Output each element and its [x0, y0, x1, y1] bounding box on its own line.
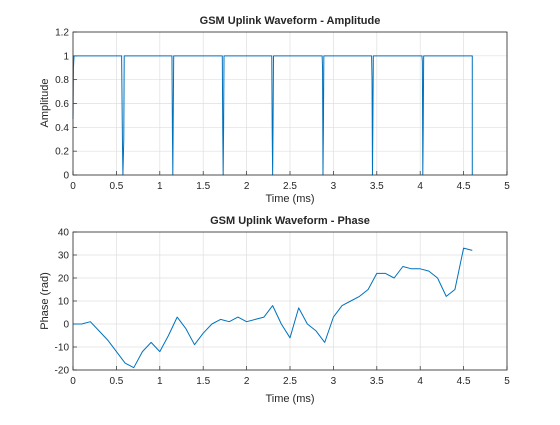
amplitude-y-tick-label: 0.8 — [55, 75, 69, 86]
amplitude-axes-box — [72, 31, 508, 176]
amplitude-y-tick-label: 0.2 — [55, 147, 69, 158]
phase-axes-box — [72, 231, 508, 371]
phase-x-tick-label: 3 — [331, 376, 337, 387]
phase-x-tick-label: 1 — [157, 376, 163, 387]
phase-x-tick-label: 5 — [504, 376, 510, 387]
phase-x-tick-label: 2.5 — [283, 376, 297, 387]
amplitude-x-tick-label: 1.5 — [196, 181, 210, 192]
amplitude-panel: GSM Uplink Waveform - Amplitude Time (ms… — [39, 15, 510, 205]
phase-y-axis-label: Phase (rad) — [39, 272, 51, 329]
amplitude-x-tick-label: 3 — [331, 181, 337, 192]
phase-chart-title: GSM Uplink Waveform - Phase — [210, 215, 370, 227]
phase-y-tick-label: 40 — [58, 228, 70, 239]
amplitude-y-tick-label: 1 — [63, 51, 69, 62]
amplitude-series-line — [72, 55, 473, 176]
amplitude-y-tick-label: 1.2 — [55, 28, 69, 39]
amplitude-x-tick-label: 4 — [417, 181, 423, 192]
phase-series-line — [73, 247, 473, 369]
phase-x-axis-label: Time (ms) — [265, 393, 314, 405]
phase-x-tick-label: 4.5 — [457, 376, 471, 387]
phase-x-tick-label: 0 — [70, 376, 76, 387]
amplitude-x-tick-label: 0 — [70, 181, 76, 192]
phase-y-tick-label: -20 — [55, 366, 70, 377]
amplitude-x-tick-label: 0.5 — [109, 181, 123, 192]
amplitude-x-tick-label: 1 — [157, 181, 163, 192]
phase-x-tick-label: 1.5 — [196, 376, 210, 387]
phase-x-tick-label: 2 — [244, 376, 250, 387]
amplitude-x-tick-label: 2 — [244, 181, 250, 192]
phase-y-tick-label: -10 — [55, 343, 70, 354]
phase-y-tick-label: 20 — [58, 274, 70, 285]
amplitude-y-tick-label: 0.4 — [55, 123, 69, 134]
amplitude-y-axis-label: Amplitude — [39, 79, 51, 128]
amplitude-x-tick-label: 2.5 — [283, 181, 297, 192]
phase-x-tick-label: 0.5 — [109, 376, 123, 387]
amplitude-x-tick-label: 3.5 — [370, 181, 384, 192]
phase-y-tick-label: 0 — [63, 320, 69, 331]
amplitude-chart-title: GSM Uplink Waveform - Amplitude — [200, 15, 381, 27]
amplitude-x-axis-label: Time (ms) — [265, 193, 314, 205]
phase-x-tick-label: 4 — [417, 376, 423, 387]
phase-panel: GSM Uplink Waveform - Phase Time (ms) Ph… — [39, 215, 510, 405]
amplitude-x-tick-label: 5 — [504, 181, 510, 192]
amplitude-x-tick-label: 4.5 — [457, 181, 471, 192]
amplitude-y-tick-label: 0 — [63, 171, 69, 182]
phase-y-tick-label: 10 — [58, 297, 70, 308]
amplitude-y-tick-label: 0.6 — [55, 99, 69, 110]
phase-x-tick-label: 3.5 — [370, 376, 384, 387]
phase-y-tick-label: 30 — [58, 251, 70, 262]
